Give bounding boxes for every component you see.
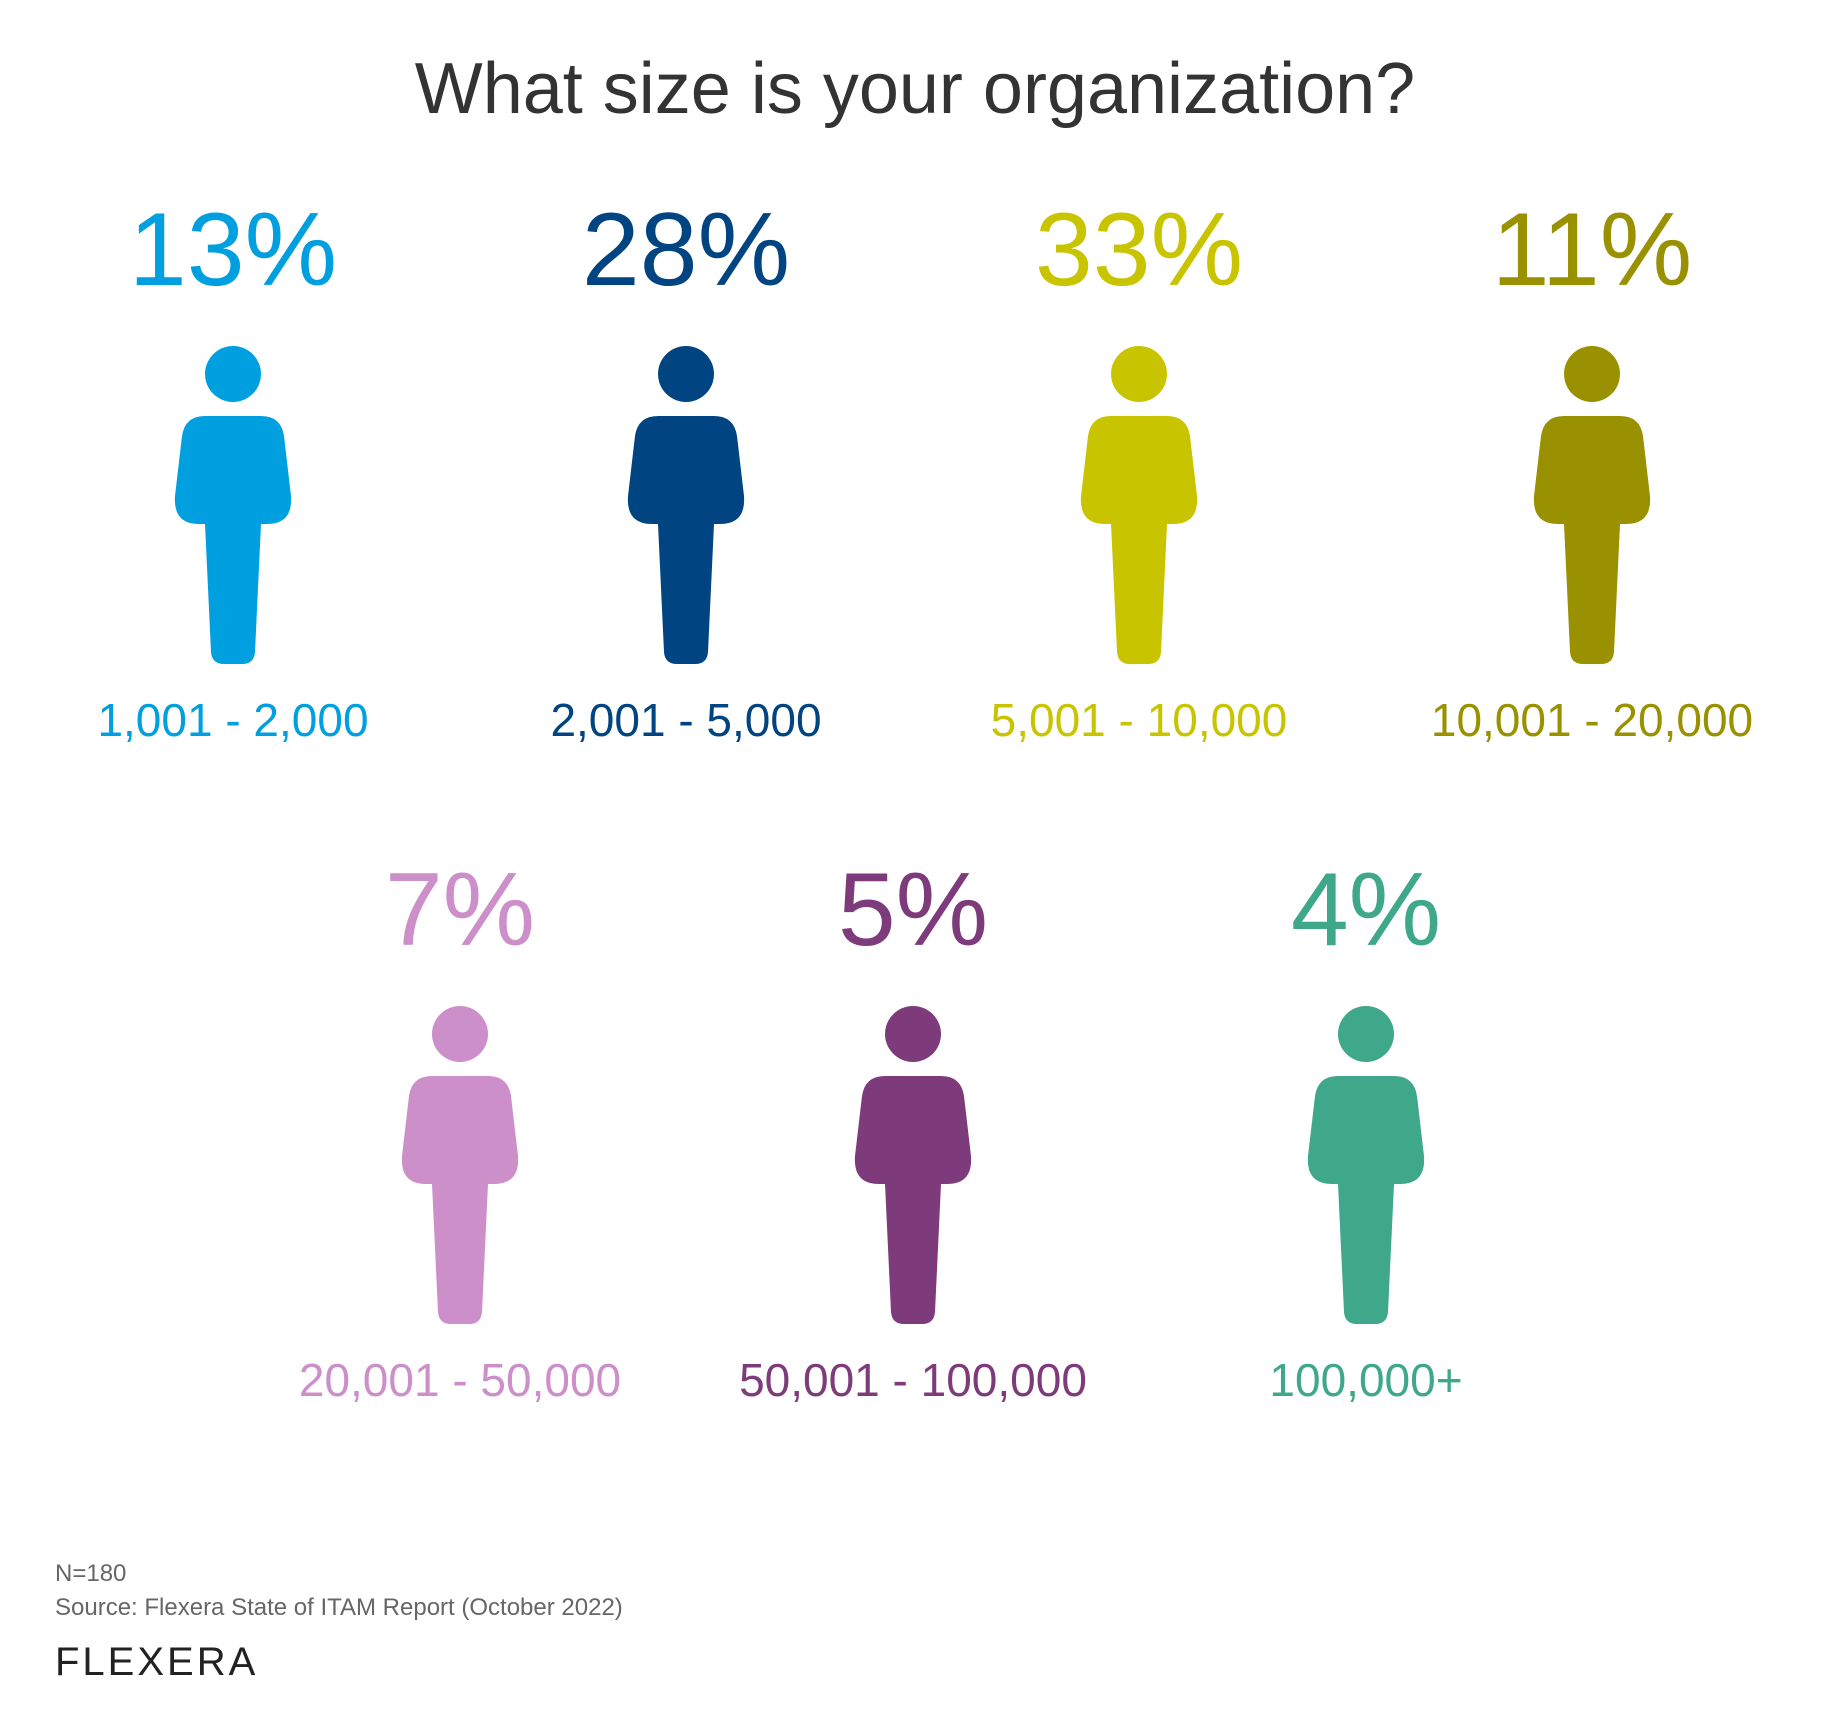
pictogram-item: 11% 10,001 - 20,000	[1362, 190, 1822, 748]
percentage-label: 33%	[1034, 192, 1244, 308]
pictogram-item: 5% 50,001 - 100,000	[683, 850, 1143, 1408]
size-range-label: 100,000+	[1269, 1354, 1463, 1406]
percentage-label: 4%	[1290, 852, 1442, 968]
person-head	[1564, 346, 1620, 402]
person-body	[627, 416, 745, 664]
flexera-logo: FLEXERA	[55, 1640, 259, 1684]
person-head	[1338, 1006, 1394, 1062]
size-range-label: 20,001 - 50,000	[298, 1354, 622, 1406]
person-icon	[627, 346, 745, 664]
person-body	[854, 1076, 972, 1324]
person-head	[205, 346, 261, 402]
person-head	[658, 346, 714, 402]
person-body	[1533, 416, 1651, 664]
pictogram-item: 33% 5,001 - 10,000	[909, 190, 1369, 748]
person-head	[432, 1006, 488, 1062]
percentage-label: 7%	[384, 852, 536, 968]
person-icon	[401, 1006, 519, 1324]
pictogram-item: 7% 20,001 - 50,000	[230, 850, 690, 1408]
person-body	[401, 1076, 519, 1324]
percentage-label: 5%	[837, 852, 989, 968]
size-range-label: 1,001 - 2,000	[97, 694, 369, 746]
person-head	[885, 1006, 941, 1062]
person-body	[174, 416, 292, 664]
pictogram-item: 4% 100,000+	[1136, 850, 1596, 1408]
person-icon	[1533, 346, 1651, 664]
person-icon	[854, 1006, 972, 1324]
person-icon	[1080, 346, 1198, 664]
percentage-label: 13%	[128, 192, 338, 308]
source-note: Source: Flexera State of ITAM Report (Oc…	[55, 1594, 623, 1621]
size-range-label: 5,001 - 10,000	[990, 694, 1288, 746]
person-body	[1080, 416, 1198, 664]
size-range-label: 10,001 - 20,000	[1430, 694, 1754, 746]
percentage-label: 28%	[581, 192, 791, 308]
size-range-label: 50,001 - 100,000	[739, 1354, 1087, 1406]
sample-size-note: N=180	[55, 1560, 127, 1587]
chart-title: What size is your organization?	[414, 49, 1416, 129]
pictogram-item: 13% 1,001 - 2,000	[3, 190, 463, 748]
size-range-label: 2,001 - 5,000	[550, 694, 822, 746]
pictogram-item: 28% 2,001 - 5,000	[456, 190, 916, 748]
person-head	[1111, 346, 1167, 402]
person-icon	[1307, 1006, 1425, 1324]
percentage-label: 11%	[1491, 192, 1693, 308]
person-body	[1307, 1076, 1425, 1324]
person-icon	[174, 346, 292, 664]
